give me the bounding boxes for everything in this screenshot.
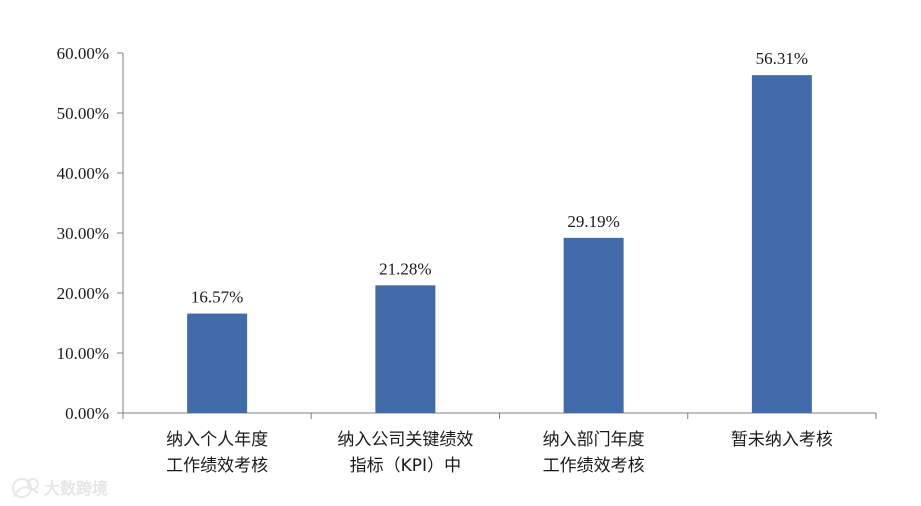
x-tick-label: 暂未纳入考核 bbox=[731, 430, 833, 450]
x-tick-label: 纳入部门年度 bbox=[543, 430, 645, 450]
y-tick-label: 10.00% bbox=[57, 344, 109, 363]
data-label: 56.31% bbox=[756, 49, 808, 68]
y-tick-label: 40.00% bbox=[57, 164, 109, 183]
y-tick-label: 20.00% bbox=[57, 284, 109, 303]
data-label: 29.19% bbox=[567, 212, 619, 231]
x-tick-label: 指标（KPI）中 bbox=[350, 456, 461, 476]
y-tick-label: 50.00% bbox=[57, 104, 109, 123]
x-axis bbox=[122, 412, 877, 419]
watermark-text: 大数跨境 bbox=[44, 479, 108, 498]
x-tick-label: 纳入公司关键绩效 bbox=[337, 430, 473, 450]
brand-logo-icon bbox=[12, 478, 39, 498]
bar bbox=[751, 75, 812, 413]
bar bbox=[375, 285, 436, 413]
bar bbox=[187, 313, 248, 413]
data-label: 16.57% bbox=[191, 288, 243, 307]
watermark: 大数跨境 bbox=[12, 478, 108, 498]
category-labels: 纳入个人年度工作绩效考核纳入公司关键绩效指标（KPI）中纳入部门年度工作绩效考核… bbox=[166, 430, 833, 476]
x-tick-label: 工作绩效考核 bbox=[166, 456, 268, 476]
bars bbox=[187, 75, 812, 413]
data-labels: 16.57% 21.28% 29.19% 56.31% bbox=[191, 49, 808, 306]
data-label: 21.28% bbox=[379, 259, 431, 278]
y-axis: 0.00% 10.00% 20.00% 30.00% 40.00% 50.00% 60.00… bbox=[57, 44, 124, 423]
bar bbox=[563, 237, 624, 413]
x-tick-label: 工作绩效考核 bbox=[543, 456, 645, 476]
x-tick-label: 纳入个人年度 bbox=[166, 430, 268, 450]
y-tick-label: 60.00% bbox=[57, 44, 109, 63]
y-tick-label: 0.00% bbox=[65, 404, 109, 423]
y-tick-label: 30.00% bbox=[57, 224, 109, 243]
